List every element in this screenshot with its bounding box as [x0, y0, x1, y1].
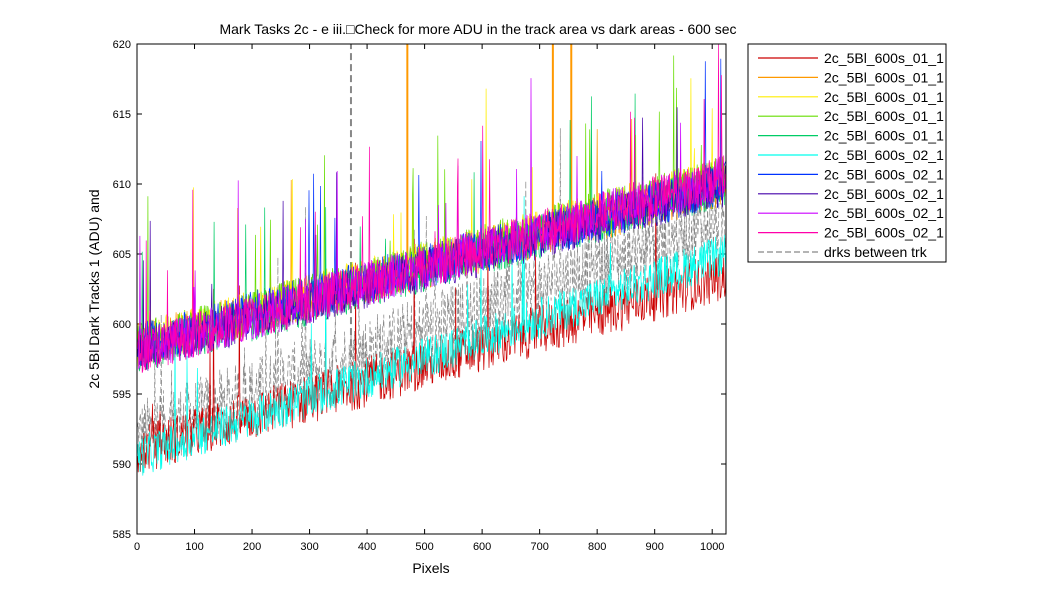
- legend-label: 2c_5Bl_600s_01_1: [824, 128, 944, 144]
- legend-label: 2c_5Bl_600s_02_1: [824, 186, 944, 202]
- y-tick-label: 590: [113, 459, 131, 471]
- legend: 2c_5Bl_600s_01_1 2c_5Bl_600s_01_1 2c_5Bl_6…: [747, 43, 947, 263]
- y-tick-label: 585: [113, 529, 131, 541]
- y-tick-label: 595: [113, 389, 131, 401]
- series-line: [136, 43, 727, 373]
- x-tick-label: 700: [530, 541, 548, 553]
- x-tick-label: 500: [415, 541, 433, 553]
- x-tick-label: 800: [588, 541, 606, 553]
- chart-title: Mark Tasks 2c - e iii.□Check for more AD…: [219, 21, 736, 37]
- x-tick-label: 900: [645, 541, 663, 553]
- legend-entries: 2c_5Bl_600s_01_1 2c_5Bl_600s_01_1 2c_5Bl_6…: [758, 50, 944, 260]
- series-line: [136, 196, 727, 476]
- legend-box: [747, 43, 947, 263]
- legend-label: 2c_5Bl_600s_01_1: [824, 69, 944, 85]
- legend-label: 2c_5Bl_600s_01_1: [824, 89, 944, 105]
- x-axis-label: Pixels: [412, 560, 449, 576]
- legend-label: 2c_5Bl_600s_02_1: [824, 205, 944, 221]
- x-tick-label: 100: [185, 541, 203, 553]
- legend-label: 2c_5Bl_600s_01_1: [824, 108, 944, 124]
- y-tick-label: 620: [113, 39, 131, 51]
- y-tick-label: 605: [113, 249, 131, 261]
- legend-label: 2c_5Bl_600s_01_1: [824, 50, 944, 66]
- y-tick-label: 615: [113, 109, 131, 121]
- x-tick-label: 0: [134, 541, 140, 553]
- series-layer: [136, 43, 727, 476]
- x-tick-marks: 0 100 200 300 400 500 600 700 800 900 1000: [134, 44, 724, 553]
- y-tick-label: 610: [113, 179, 131, 191]
- y-tick-label: 600: [113, 319, 131, 331]
- x-tick-label: 1000: [700, 541, 724, 553]
- x-tick-label: 400: [358, 541, 376, 553]
- y-axis-label: 2c 5Bl Dark Tracks 1 (ADU) and: [86, 189, 102, 388]
- plot-frame: [136, 43, 727, 535]
- legend-label: 2c_5Bl_600s_02_1: [824, 225, 944, 241]
- legend-label: 2c_5Bl_600s_02_1: [824, 166, 944, 182]
- y-tick-marks: 585 590 595 600 605 610 615 620: [113, 39, 726, 541]
- legend-label: 2c_5Bl_600s_02_1: [824, 147, 944, 163]
- x-tick-label: 200: [243, 541, 261, 553]
- legend-label: drks between trk: [824, 244, 928, 260]
- x-tick-label: 600: [473, 541, 491, 553]
- x-tick-label: 300: [300, 541, 318, 553]
